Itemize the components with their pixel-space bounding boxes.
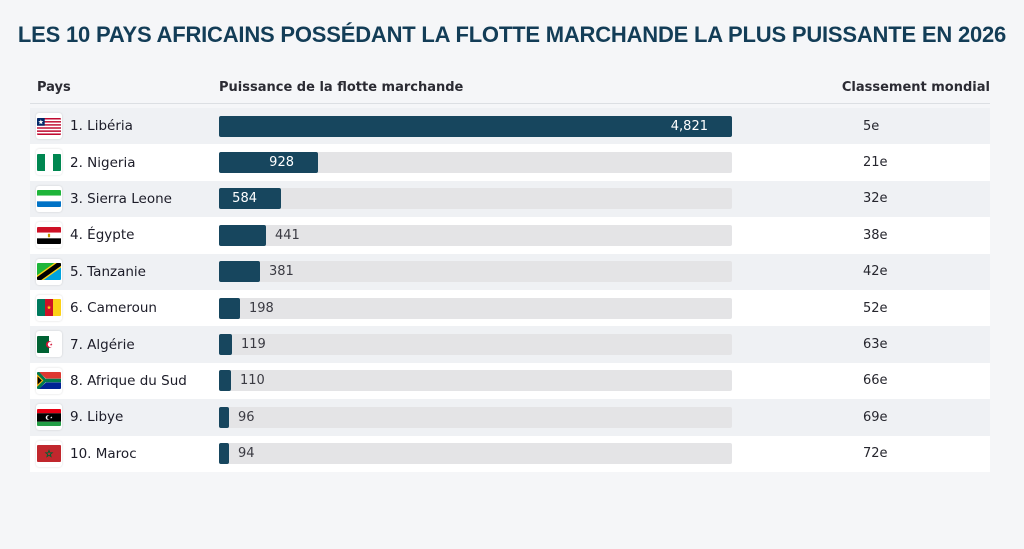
fleet-ranking-table: Pays Puissance de la flotte marchande Cl… [30,74,990,472]
table-row: 1. Libéria 4,821 5e [30,108,990,145]
country-label: 7. Algérie [70,336,135,353]
table-row: 9. Libye 96 69e [30,399,990,436]
table-row: 3. Sierra Leone 584 32e [30,180,990,218]
bar-track: 4,821 [219,115,732,137]
bar-track: 381 [219,261,732,283]
world-rank-label: 63e [863,337,888,353]
bar-fill: 4,821 [219,115,732,137]
table-row: 7. Algérie 119 63e [30,326,990,363]
world-rank-label: 32e [863,191,888,207]
bar-value-label: 441 [275,227,300,243]
world-rank-label: 52e [863,300,888,316]
bar-value-label: 198 [249,300,274,316]
bar-fill: 584 [219,188,281,210]
world-rank-label: 72e [863,446,888,462]
bar-fill [219,224,266,246]
bar-fill [219,261,260,283]
bar-value-label: 119 [241,337,266,353]
world-rank-label: 69e [863,409,888,425]
bar-fill: 928 [219,152,318,174]
country-label: 5. Tanzanie [70,263,146,280]
world-rank-label: 38e [863,227,888,243]
liberia-flag-icon [36,113,62,139]
country-label: 1. Libéria [70,118,133,135]
table-row: 4. Égypte 441 38e [30,217,990,254]
column-header-classement: Classement mondial [841,80,990,95]
morocco-flag-icon [36,440,62,467]
bar-track: 110 [219,370,732,392]
table-header-row: Pays Puissance de la flotte marchande Cl… [30,74,990,104]
bar-track: 928 [219,152,732,174]
bar-value-label: 928 [269,155,294,171]
world-rank-label: 21e [863,155,888,171]
egypt-flag-icon [36,222,62,249]
bar-fill [219,406,229,428]
bar-value-label: 110 [240,373,265,389]
bar-fill [219,443,229,465]
country-label: 10. Maroc [70,445,137,462]
bar-track: 119 [219,334,732,356]
bar-track: 584 [219,188,732,210]
bar-fill [219,370,231,392]
bar-fill [219,297,240,319]
table-row: 2. Nigeria 928 21e [30,144,990,181]
table-body: 1. Libéria 4,821 5e 2. Nigeria 928 21e 3. Sier… [30,108,990,472]
world-rank-label: 5e [863,118,880,134]
table-row: 6. Cameroun 198 52e [30,289,990,327]
bar-track: 94 [219,443,732,465]
nigeria-flag-icon [36,149,62,176]
bar-value-label: 381 [269,264,294,280]
libya-flag-icon [36,404,62,431]
country-label: 8. Afrique du Sud [70,372,187,389]
country-label: 3. Sierra Leone [70,190,172,207]
bar-value-label: 96 [238,409,255,425]
country-label: 6. Cameroun [70,300,157,317]
country-label: 2. Nigeria [70,154,136,171]
tanzania-flag-icon [36,258,62,285]
column-header-pays: Pays [37,80,71,95]
algeria-flag-icon [36,331,62,358]
bar-value-label: 94 [238,446,255,462]
column-header-puissance: Puissance de la flotte marchande [219,80,464,95]
bar-value-label: 4,821 [670,118,708,134]
bar-value-label: 584 [232,191,257,207]
world-rank-label: 66e [863,373,888,389]
bar-track: 198 [219,297,732,319]
table-row: 10. Maroc 94 72e [30,435,990,472]
country-label: 4. Égypte [70,227,135,244]
bar-track: 441 [219,224,732,246]
country-label: 9. Libye [70,409,124,426]
world-rank-label: 42e [863,264,888,280]
bar-track: 96 [219,406,732,428]
sierra-leone-flag-icon [36,185,62,212]
page-title: LES 10 PAYS AFRICAINS POSSÉDANT LA FLOTT… [17,22,1007,47]
cameroon-flag-icon [36,294,62,321]
bar-fill [219,334,232,356]
table-row: 5. Tanzanie 381 42e [30,253,990,290]
table-row: 8. Afrique du Sud 110 66e [30,362,990,400]
south-africa-flag-icon [36,367,62,394]
